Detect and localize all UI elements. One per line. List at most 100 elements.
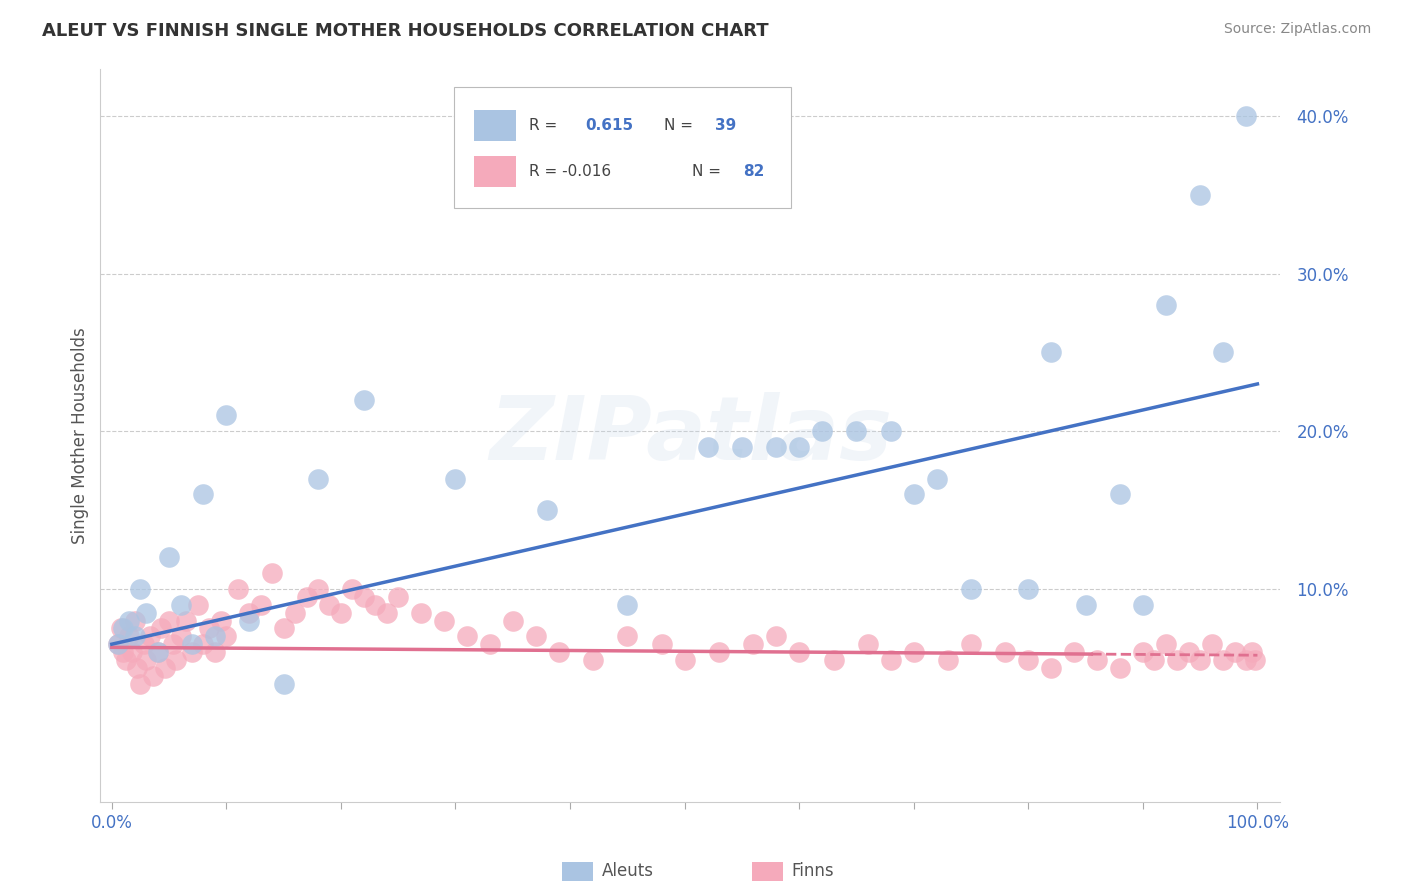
Point: [903, 487, 925, 501]
Text: R = -0.016: R = -0.016: [529, 164, 610, 178]
Point: [880, 653, 903, 667]
Bar: [474, 156, 516, 186]
Text: N =: N =: [692, 164, 720, 178]
Point: [1132, 645, 1154, 659]
Point: [121, 645, 143, 659]
Point: [124, 614, 146, 628]
Point: [478, 637, 501, 651]
Text: N =: N =: [665, 119, 693, 133]
Point: [107, 637, 129, 651]
Point: [1201, 637, 1223, 651]
Point: [110, 621, 132, 635]
Point: [1017, 582, 1039, 596]
Point: [118, 629, 141, 643]
Point: [307, 582, 329, 596]
Point: [169, 629, 191, 643]
Point: [353, 392, 375, 407]
Point: [342, 582, 364, 596]
Point: [129, 582, 152, 596]
Point: [132, 637, 155, 651]
Point: [169, 598, 191, 612]
Point: [307, 472, 329, 486]
Point: [193, 487, 215, 501]
Point: [1189, 187, 1212, 202]
Point: [1109, 487, 1132, 501]
Point: [1040, 345, 1063, 359]
Point: [1154, 637, 1177, 651]
Point: [411, 606, 433, 620]
Point: [165, 653, 187, 667]
Point: [135, 653, 157, 667]
Point: [1109, 661, 1132, 675]
Point: [547, 645, 569, 659]
Point: [238, 606, 260, 620]
Point: [135, 606, 157, 620]
Point: [1212, 653, 1234, 667]
Text: R =: R =: [529, 119, 557, 133]
Point: [118, 614, 141, 628]
Point: [960, 637, 983, 651]
Point: [1240, 645, 1263, 659]
Point: [284, 606, 307, 620]
Point: [198, 621, 221, 635]
Point: [157, 614, 180, 628]
Point: [353, 590, 375, 604]
Point: [582, 653, 605, 667]
Point: [444, 472, 467, 486]
Point: [765, 629, 787, 643]
Point: [162, 637, 184, 651]
Point: [387, 590, 409, 604]
Point: [215, 409, 238, 423]
Point: [150, 621, 173, 635]
Point: [181, 637, 204, 651]
Point: [845, 424, 868, 438]
Point: [433, 614, 456, 628]
Point: [187, 598, 209, 612]
Point: [1223, 645, 1246, 659]
Point: [1154, 298, 1177, 312]
Point: [696, 440, 718, 454]
Point: [880, 424, 903, 438]
Point: [536, 503, 558, 517]
Point: [1063, 645, 1085, 659]
Point: [707, 645, 730, 659]
Point: [1189, 653, 1212, 667]
Point: [226, 582, 249, 596]
Point: [765, 440, 787, 454]
Point: [153, 661, 176, 675]
Point: [856, 637, 879, 651]
Point: [1132, 598, 1154, 612]
Point: [1212, 345, 1234, 359]
Point: [925, 472, 948, 486]
Text: Aleuts: Aleuts: [602, 863, 654, 880]
Point: [146, 645, 169, 659]
Text: Source: ZipAtlas.com: Source: ZipAtlas.com: [1223, 22, 1371, 37]
Point: [1166, 653, 1188, 667]
Point: [204, 645, 226, 659]
Point: [811, 424, 834, 438]
Point: [174, 614, 197, 628]
Point: [1234, 653, 1257, 667]
Point: [114, 653, 136, 667]
Point: [138, 629, 160, 643]
Point: [903, 645, 925, 659]
Point: [273, 621, 295, 635]
Point: [1177, 645, 1199, 659]
Point: [1143, 653, 1166, 667]
Point: [204, 629, 226, 643]
Point: [524, 629, 547, 643]
Point: [238, 614, 260, 628]
Point: [502, 614, 524, 628]
Point: [329, 606, 352, 620]
Text: ALEUT VS FINNISH SINGLE MOTHER HOUSEHOLDS CORRELATION CHART: ALEUT VS FINNISH SINGLE MOTHER HOUSEHOLD…: [42, 22, 769, 40]
Point: [960, 582, 983, 596]
Point: [124, 629, 146, 643]
Point: [375, 606, 398, 620]
Point: [209, 614, 232, 628]
Bar: [474, 111, 516, 141]
Point: [129, 676, 152, 690]
Point: [146, 645, 169, 659]
Text: ZIPatlas: ZIPatlas: [489, 392, 891, 479]
Point: [456, 629, 478, 643]
Point: [112, 645, 135, 659]
